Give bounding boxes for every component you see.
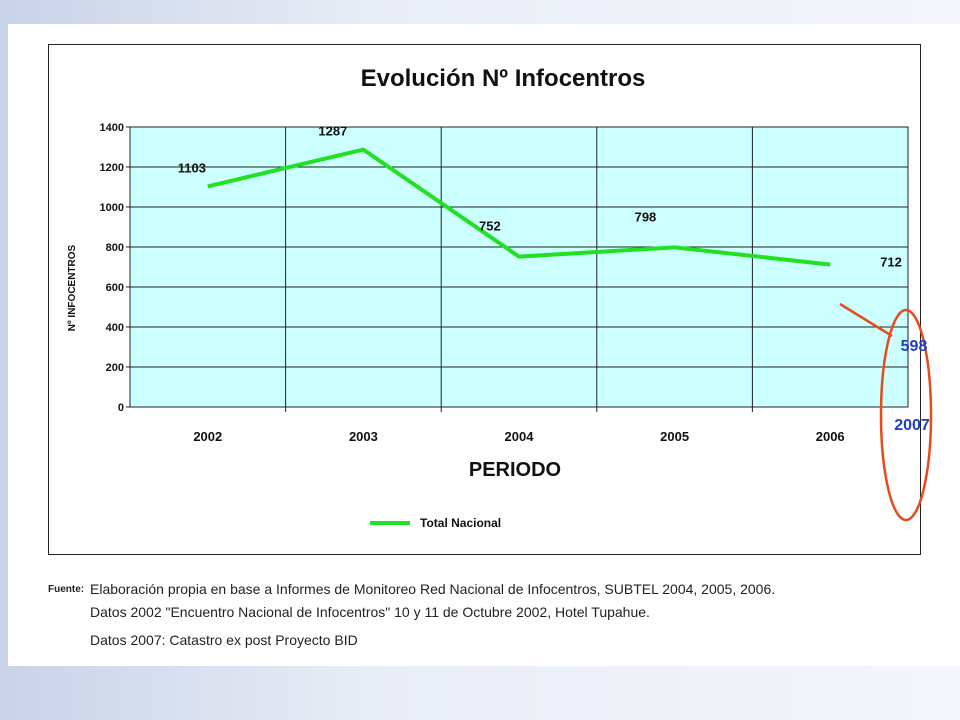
legend-label: Total Nacional [420,516,501,530]
source-line-1: Elaboración propia en base a Informes de… [90,581,776,597]
x-tick-label: 2002 [193,429,222,444]
plot-area [129,126,909,408]
y-tick-label: 600 [106,282,124,294]
x-tick-label: 2005 [660,429,689,444]
data-label: 712 [880,255,902,270]
x-tick-label: 2003 [349,429,378,444]
y-tick-label: 400 [106,322,124,334]
legend: Total Nacional [370,516,501,530]
x-axis: 2002 2003 2004 2005 2006 [193,429,844,444]
data-label: 752 [479,219,501,234]
annotation-pointer-line [839,302,893,338]
source-line-2: Datos 2002 "Encuentro Nacional de Infoce… [90,604,650,620]
y-tick-label: 1000 [100,202,124,214]
series-line-total-nacional [207,147,831,267]
source-label: Fuente: [48,584,85,595]
y-tick-label: 1200 [100,162,124,174]
y-axis-label: Nº INFOCENTROS [67,244,78,331]
y-tick-label: 800 [106,242,124,254]
data-labels: 1103 1287 752 798 712 [178,124,902,270]
source-line-3: Datos 2007: Catastro ex post Proyecto BI… [90,632,358,648]
data-label: 1287 [318,124,347,139]
grid-lines [130,126,908,412]
x-tick-label: 2004 [505,429,535,444]
y-axis: 0 200 400 600 800 1000 1200 1400 [100,122,130,414]
y-tick-label: 1400 [100,122,124,134]
data-label: 1103 [178,160,206,175]
annotation-value: 598 [901,338,928,355]
annotation-2007: 598 2007 [839,302,933,522]
y-tick-label: 0 [118,402,124,414]
data-label: 798 [635,209,657,224]
annotation-year: 2007 [894,417,930,434]
x-axis-label: PERIODO [469,459,561,481]
y-tick-label: 200 [106,362,124,374]
x-tick-label: 2006 [816,429,845,444]
annotation-circle [879,308,933,522]
chart-title: Evolución Nº Infocentros [361,65,646,92]
